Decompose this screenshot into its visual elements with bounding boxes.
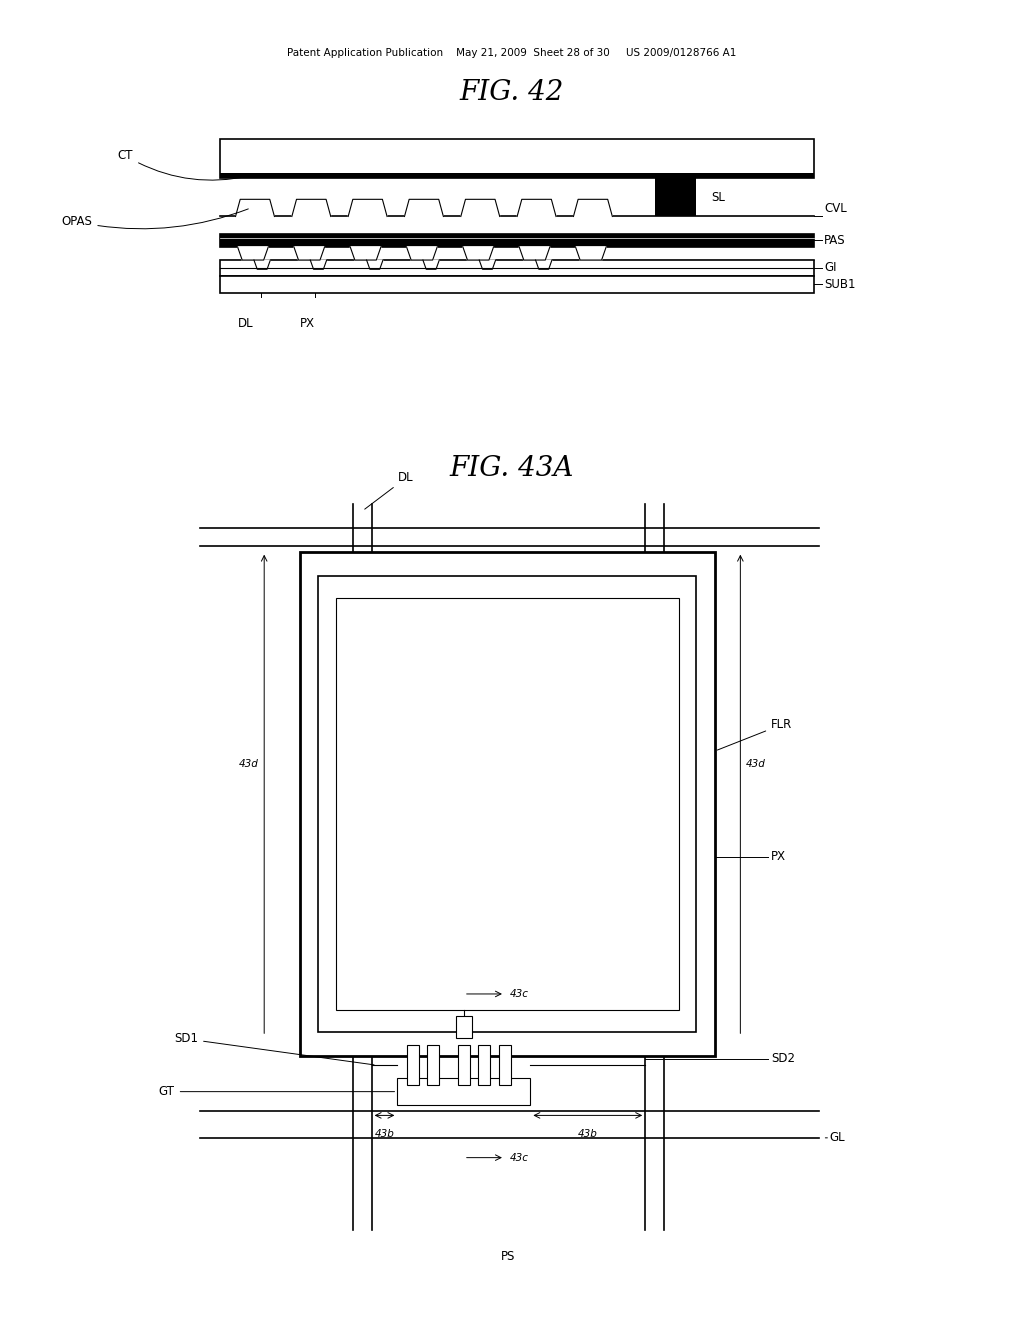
- Polygon shape: [575, 247, 606, 260]
- Text: GI: GI: [824, 261, 837, 275]
- Bar: [499, 1045, 511, 1085]
- Text: PX: PX: [771, 850, 786, 863]
- Bar: [456, 1016, 472, 1038]
- Text: PAS: PAS: [824, 234, 846, 247]
- Polygon shape: [238, 247, 268, 260]
- Polygon shape: [367, 260, 383, 269]
- Text: 43c: 43c: [510, 1152, 529, 1163]
- Text: Patent Application Publication    May 21, 2009  Sheet 28 of 30     US 2009/01287: Patent Application Publication May 21, 2…: [288, 48, 736, 58]
- Bar: [318, 576, 696, 1032]
- Polygon shape: [407, 247, 437, 260]
- Polygon shape: [463, 247, 494, 260]
- Polygon shape: [461, 199, 500, 216]
- Text: SD2: SD2: [771, 1052, 795, 1065]
- Text: PS: PS: [501, 1250, 516, 1263]
- Text: SL: SL: [712, 191, 726, 203]
- Text: CT: CT: [118, 149, 248, 180]
- Text: CVL: CVL: [824, 202, 847, 215]
- Polygon shape: [519, 247, 550, 260]
- Text: 43d: 43d: [745, 759, 765, 768]
- Polygon shape: [350, 247, 381, 260]
- Polygon shape: [292, 199, 331, 216]
- Text: 43b: 43b: [578, 1129, 598, 1139]
- Bar: [478, 1045, 490, 1085]
- Text: 43d: 43d: [240, 759, 259, 768]
- Polygon shape: [294, 247, 325, 260]
- Bar: [220, 234, 814, 247]
- Text: 43c: 43c: [510, 989, 529, 999]
- Text: DL: DL: [238, 317, 254, 330]
- Bar: [655, 178, 696, 216]
- Text: FIG. 43A: FIG. 43A: [450, 455, 574, 482]
- Text: FIG. 42: FIG. 42: [460, 79, 564, 106]
- Text: SD1: SD1: [174, 1032, 374, 1065]
- Text: FLR: FLR: [718, 718, 793, 750]
- Polygon shape: [404, 199, 443, 216]
- Polygon shape: [310, 260, 327, 269]
- Text: GT: GT: [159, 1085, 394, 1098]
- Bar: [300, 552, 715, 1056]
- Bar: [427, 1045, 439, 1085]
- Bar: [397, 1078, 530, 1105]
- Bar: [220, 260, 814, 276]
- Text: SUB1: SUB1: [824, 279, 856, 290]
- Bar: [458, 1045, 470, 1085]
- Bar: [407, 1045, 419, 1085]
- Polygon shape: [536, 260, 552, 269]
- Polygon shape: [479, 260, 496, 269]
- Bar: [220, 139, 814, 178]
- Bar: [336, 598, 679, 1010]
- Text: 43b: 43b: [375, 1129, 394, 1139]
- Text: OPAS: OPAS: [61, 209, 248, 228]
- Bar: [220, 276, 814, 293]
- Text: GL: GL: [829, 1131, 845, 1144]
- Polygon shape: [254, 260, 270, 269]
- Polygon shape: [348, 199, 387, 216]
- Polygon shape: [517, 199, 556, 216]
- Polygon shape: [423, 260, 439, 269]
- Text: PX: PX: [300, 317, 314, 330]
- Polygon shape: [573, 199, 612, 216]
- Text: DL: DL: [365, 471, 414, 510]
- Bar: [220, 173, 814, 178]
- Polygon shape: [236, 199, 274, 216]
